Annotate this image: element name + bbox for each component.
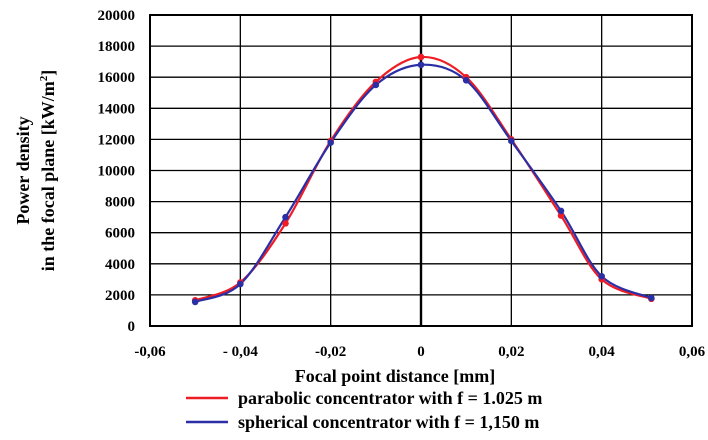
- series-1-point-6: [462, 77, 470, 84]
- y-tick-label: 14000: [98, 101, 136, 117]
- series-1-point-5: [417, 61, 425, 69]
- x-axis-title: Focal point distance [mm]: [295, 366, 495, 386]
- y-tick-label: 0: [128, 319, 136, 335]
- x-tick-label: -0,06: [134, 344, 166, 360]
- legend: parabolic concentrator with f = 1.025 m s…: [186, 388, 542, 432]
- series-1-point-2: [282, 213, 289, 221]
- plot-frame: [149, 14, 693, 327]
- y-axis-title: Power density: [13, 116, 33, 224]
- series-1-point-10: [648, 294, 655, 302]
- series-1-point-0: [191, 298, 199, 306]
- y-tick-label: 20000: [98, 8, 136, 24]
- series-1-point-4: [372, 81, 380, 89]
- y-tick-label: 4000: [105, 257, 135, 273]
- y-axis-title-line1: Power density: [13, 116, 33, 224]
- series-0-point-8: [557, 212, 565, 219]
- y-tick-labels: 0 2000 4000 6000 8000 10000 12000 14000 16000 180…: [98, 8, 136, 335]
- y-tick-label: 2000: [105, 288, 135, 304]
- series-line-1: [194, 63, 652, 303]
- chart-series-lines: [194, 55, 652, 303]
- legend-label-1: spherical concentrator with f = 1,150 m: [238, 412, 539, 432]
- x-tick-labels: -0,06 - 0,04 -0,02 0 0,02 0,04 0,06: [134, 344, 705, 360]
- y-tick-label: 6000: [105, 226, 135, 242]
- y-tick-label: 18000: [98, 39, 136, 55]
- x-tick-label: -0,02: [315, 344, 346, 360]
- chart-markers: [191, 53, 655, 306]
- series-1-point-1: [237, 280, 244, 288]
- y-tick-label: 8000: [105, 195, 135, 211]
- series-1-point-3: [327, 139, 334, 146]
- series-0-point-5: [417, 53, 425, 61]
- y-axis-title-superscript: 2: [38, 75, 50, 81]
- y-axis-title-bracket: ]: [38, 70, 58, 76]
- x-tick-label: 0,02: [498, 344, 524, 360]
- y-tick-label: 16000: [98, 70, 136, 86]
- y-axis-title-line2: in the focal plane [kW/m: [38, 81, 58, 271]
- x-tick-label: 0,06: [679, 344, 706, 360]
- y-axis-title-2: in the focal plane [kW/m2]: [38, 70, 58, 272]
- y-tick-label: 10000: [98, 164, 136, 180]
- series-1-point-8: [557, 207, 565, 215]
- series-1-point-9: [598, 272, 605, 280]
- x-tick-label: - 0,04: [223, 344, 258, 360]
- legend-label-0: parabolic concentrator with f = 1.025 m: [238, 388, 542, 408]
- y-tick-label: 12000: [98, 132, 136, 148]
- series-0-point-2: [282, 220, 289, 227]
- x-tick-label: 0,04: [589, 344, 616, 360]
- series-1-point-7: [508, 137, 515, 145]
- x-tick-label: 0: [417, 344, 425, 360]
